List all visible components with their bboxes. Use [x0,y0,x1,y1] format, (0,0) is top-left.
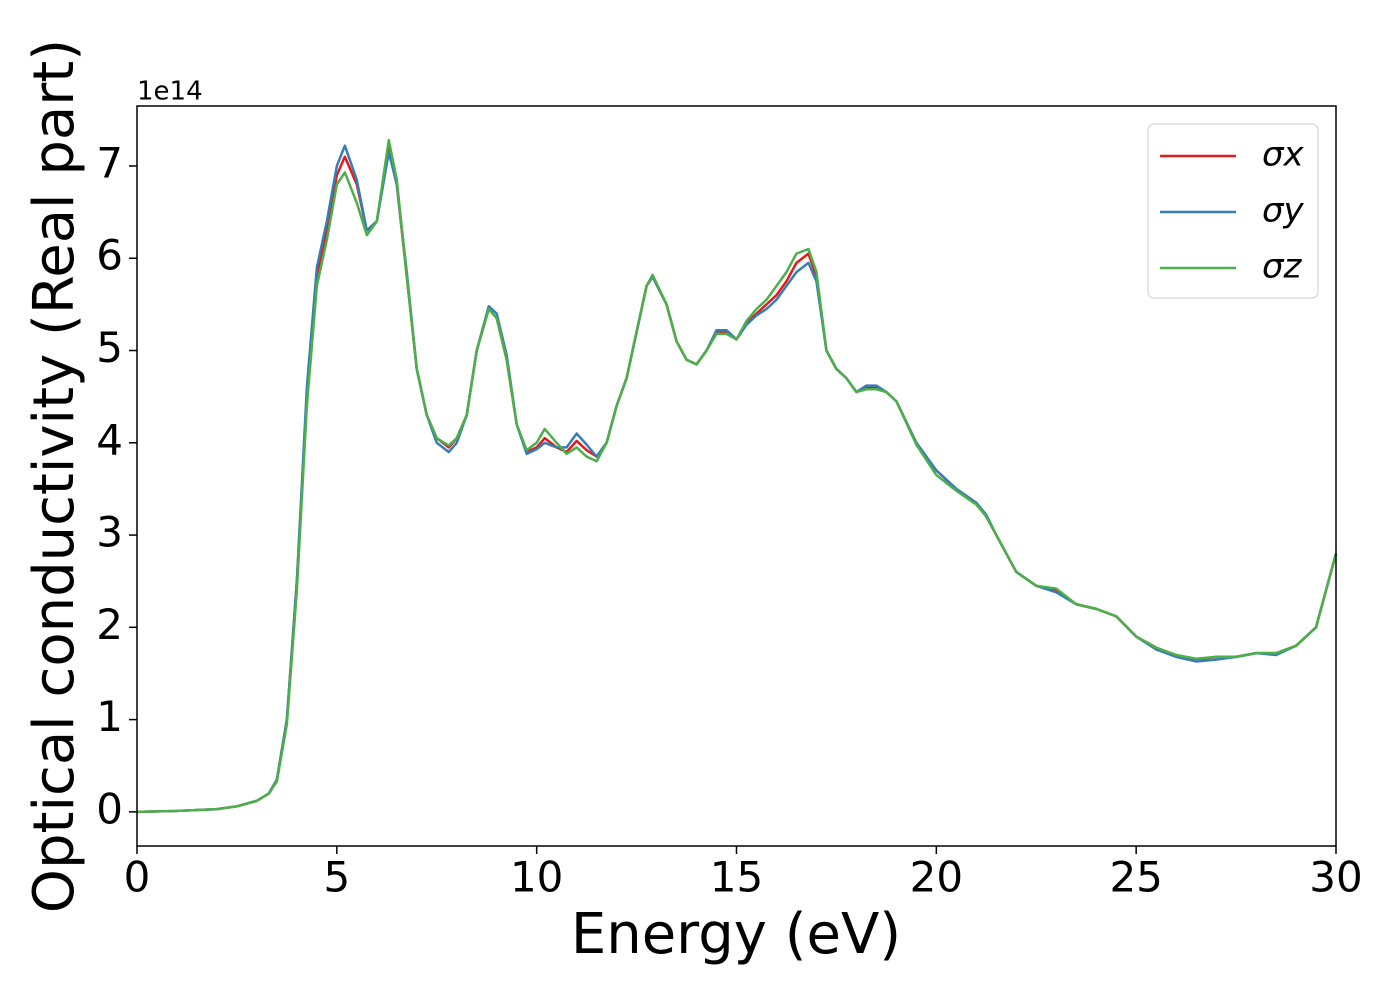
x-tick-label: 10 [510,853,563,902]
y-tick-label: 1 [96,692,123,741]
y-tick-label: 7 [96,138,123,187]
legend-label: σz [1262,247,1303,287]
y-tick-label: 4 [96,415,123,464]
x-tick-label: 0 [124,853,151,902]
y-tick-label: 2 [96,600,123,649]
plot-frame [136,105,1337,847]
x-tick-label: 15 [710,853,763,902]
y-offset-label: 1e14 [137,77,203,107]
x-axis-label: Energy (eV) [571,902,901,967]
y-axis-label: Optical conductivity (Real part) [22,39,87,913]
x-tick-label: 5 [323,853,350,902]
y-tick-label: 0 [96,784,123,833]
y-tick-label: 6 [96,231,123,280]
y-tick-label: 3 [96,508,123,557]
legend-label: σy [1262,191,1305,231]
legend-label: σx [1262,135,1305,175]
x-tick-label: 30 [1309,853,1362,902]
series-line [136,138,1338,814]
y-tick-label: 5 [96,323,123,372]
x-tick-label: 20 [910,853,963,902]
x-tick-label: 25 [1109,853,1162,902]
